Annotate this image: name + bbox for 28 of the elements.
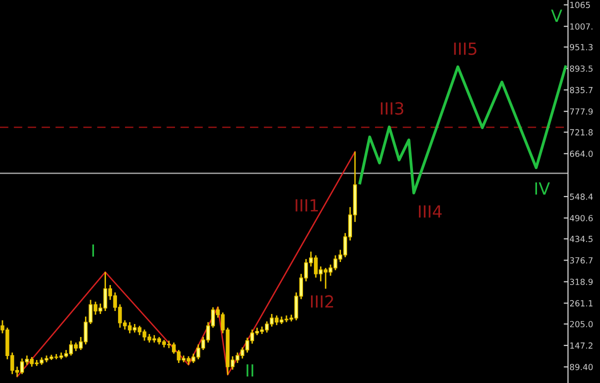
y-tick-label: 89.40 xyxy=(570,364,593,370)
annotation: I xyxy=(92,244,94,257)
y-tick-label: 893.5 xyxy=(570,65,593,72)
line-series xyxy=(16,151,356,378)
annotation: III5 xyxy=(454,42,476,56)
y-tick-label: 205.0 xyxy=(570,320,593,328)
y-tick-label: 434.5 xyxy=(570,236,593,242)
y-tick-label: 490.6 xyxy=(570,214,593,222)
line-series xyxy=(358,65,567,194)
annotation: III2 xyxy=(311,295,334,308)
y-tick-label: 318.9 xyxy=(570,278,593,286)
y-tick-label: 951.3 xyxy=(570,44,593,50)
y-tick-label: 664.0 xyxy=(570,150,593,157)
y-tick-label: 1065 xyxy=(570,2,590,8)
annotation: V xyxy=(551,10,562,22)
y-tick-label: 721.8 xyxy=(570,129,593,136)
y-tick-label: 548.4 xyxy=(570,194,593,200)
annotation: III3 xyxy=(380,102,404,115)
y-tick-label: 835.7 xyxy=(570,86,593,94)
annotation: III1 xyxy=(296,199,318,212)
y-tick-label: 777.9 xyxy=(570,108,593,115)
annotation: II xyxy=(246,364,254,376)
y-tick-label: 376.7 xyxy=(570,257,593,264)
annotation: III4 xyxy=(418,205,442,218)
y-tick-label: 147.2 xyxy=(570,342,592,349)
annotation: IV xyxy=(535,182,550,195)
y-tick-label: 1007. xyxy=(570,23,592,30)
y-tick-label: 261.1 xyxy=(570,300,592,306)
